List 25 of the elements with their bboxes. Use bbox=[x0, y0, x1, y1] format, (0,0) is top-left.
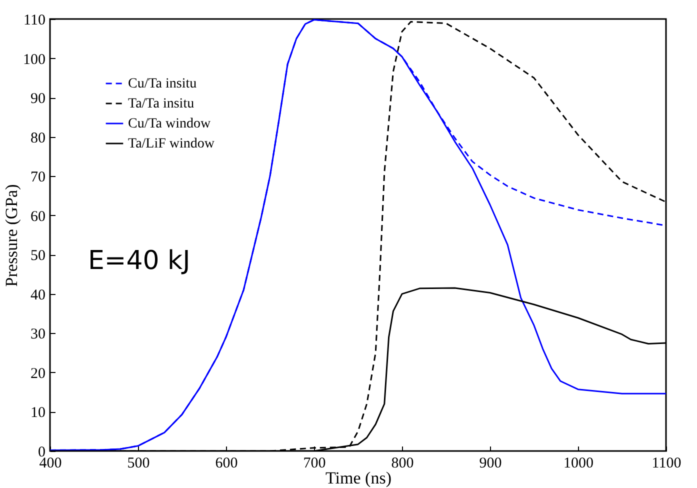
x-tick-label: 500 bbox=[127, 456, 150, 472]
legend-label: Cu/Ta insitu bbox=[128, 76, 197, 92]
y-tick-label: 50 bbox=[30, 248, 46, 264]
x-tick-label: 800 bbox=[391, 456, 414, 472]
y-axis-title: Pressure (GPa) bbox=[2, 184, 21, 287]
x-tick-label: 900 bbox=[479, 456, 502, 472]
y-tick-label: 90 bbox=[30, 91, 46, 108]
y-tick-label: 60 bbox=[30, 208, 46, 225]
y-tick-label: 80 bbox=[30, 130, 46, 146]
x-axis-title: Time (ns) bbox=[326, 468, 392, 488]
x-tick-label: 1100 bbox=[652, 456, 682, 472]
y-tick-label: 70 bbox=[30, 170, 46, 186]
legend-label: Cu/Ta window bbox=[128, 116, 212, 132]
legend-label: Ta/LiF window bbox=[128, 136, 216, 152]
y-tick-label: 30 bbox=[30, 326, 46, 343]
y-tick-label: 110 bbox=[24, 12, 46, 28]
annotation: E=40 kJ bbox=[88, 246, 190, 276]
x-tick-label: 700 bbox=[303, 456, 326, 472]
y-tick-label: 10 bbox=[30, 405, 46, 422]
x-tick-label: 600 bbox=[215, 456, 238, 472]
legend-label: Ta/Ta insitu bbox=[128, 96, 194, 112]
y-tick-label: 100 bbox=[23, 52, 46, 68]
x-tick-label: 1000 bbox=[564, 456, 594, 472]
y-tick-label: 40 bbox=[30, 287, 46, 304]
y-tick-label: 20 bbox=[30, 366, 46, 382]
